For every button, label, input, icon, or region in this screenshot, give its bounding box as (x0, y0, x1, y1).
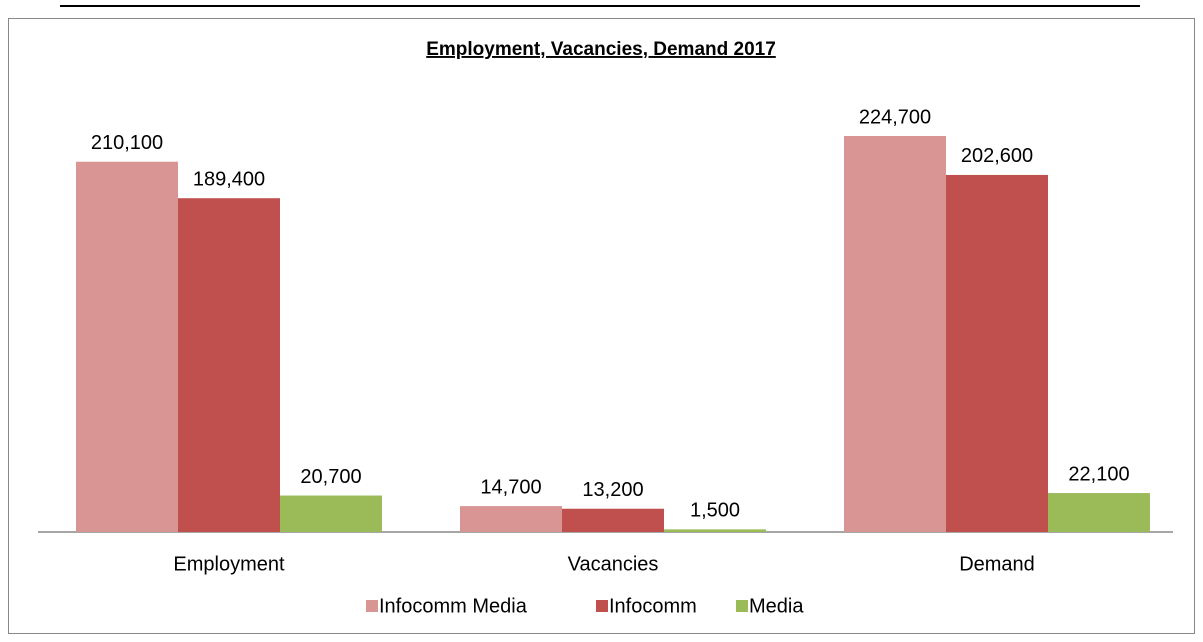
legend-label: Media (749, 595, 804, 617)
data-label: 13,200 (582, 479, 643, 501)
bar (1048, 493, 1150, 532)
bar (844, 136, 946, 532)
bar (946, 174, 1048, 532)
legend-label: Infocomm Media (379, 595, 528, 617)
legend-label: Infocomm (609, 595, 697, 617)
data-label: 224,700 (859, 106, 931, 128)
data-label: 14,700 (480, 476, 541, 498)
legend-swatch (596, 600, 608, 612)
chart-title: Employment, Vacancies, Demand 2017 (426, 39, 776, 60)
bar (562, 508, 664, 532)
legend-swatch (366, 600, 378, 612)
legend-swatch (736, 600, 748, 612)
bar (664, 529, 766, 532)
bar (76, 161, 178, 533)
bar (280, 495, 382, 532)
x-tick-label: Vacancies (568, 553, 659, 575)
chart-border (8, 18, 1195, 634)
bar (460, 506, 562, 532)
data-label: 210,100 (91, 132, 163, 154)
data-label: 1,500 (690, 500, 740, 522)
data-label: 189,400 (193, 168, 265, 190)
x-tick-label: Employment (173, 553, 285, 575)
bar (178, 198, 280, 533)
data-label: 20,700 (300, 466, 361, 488)
x-tick-label: Demand (959, 553, 1035, 575)
data-label: 202,600 (961, 145, 1033, 167)
data-label: 22,100 (1068, 463, 1129, 485)
